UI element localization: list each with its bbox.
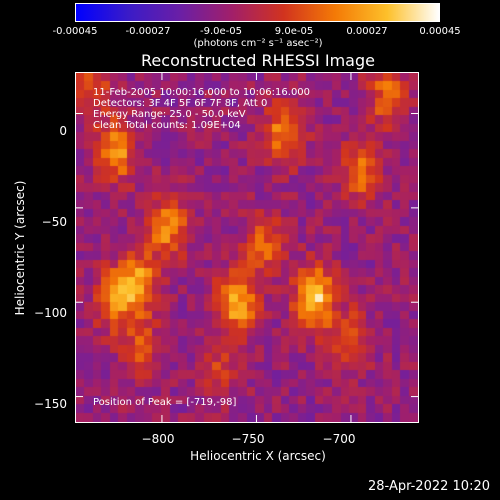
y-tick-label: −50 — [41, 215, 67, 229]
info-peak-position: Position of Peak = [-719,-98] — [93, 397, 237, 408]
colorbar-unit-label: (photons cm⁻² s⁻¹ asec⁻²) — [193, 38, 323, 49]
colorbar-tick-label: 0.00027 — [346, 26, 388, 37]
timestamp: 28-Apr-2022 10:20 — [368, 479, 490, 494]
plot-frame — [75, 72, 419, 423]
x-tick-label: −750 — [231, 432, 265, 446]
y-tick-label: −100 — [34, 306, 67, 320]
x-tick-label: −800 — [141, 432, 175, 446]
info-time-range: 11-Feb-2005 10:00:16.000 to 10:06:16.000 — [93, 87, 311, 98]
plot-title: Reconstructed RHESSI Image — [141, 51, 375, 70]
x-tick-label: −700 — [322, 432, 356, 446]
axis-ticks — [75, 72, 419, 423]
y-axis-label: Heliocentric Y (arcsec) — [13, 180, 27, 316]
y-tick-label: 0 — [59, 124, 67, 138]
colorbar-tick-label: 9.0e-05 — [274, 26, 314, 37]
colorbar-tick-label: -0.00045 — [52, 26, 98, 37]
colorbar-tick-label: -9.0e-05 — [200, 26, 242, 37]
info-detectors: Detectors: 3F 4F 5F 6F 7F 8F, Att 0 — [93, 98, 268, 109]
y-tick-label: −150 — [34, 397, 67, 411]
heatmap-image — [76, 73, 418, 422]
info-clean-counts: Clean Total counts: 1.09E+04 — [93, 120, 241, 131]
info-energy-range: Energy Range: 25.0 - 50.0 keV — [93, 109, 246, 120]
colorbar-tick-label: 0.00045 — [419, 26, 461, 37]
x-axis-label: Heliocentric X (arcsec) — [190, 449, 326, 463]
colorbar — [75, 3, 440, 22]
colorbar-tick-label: -0.00027 — [125, 26, 171, 37]
